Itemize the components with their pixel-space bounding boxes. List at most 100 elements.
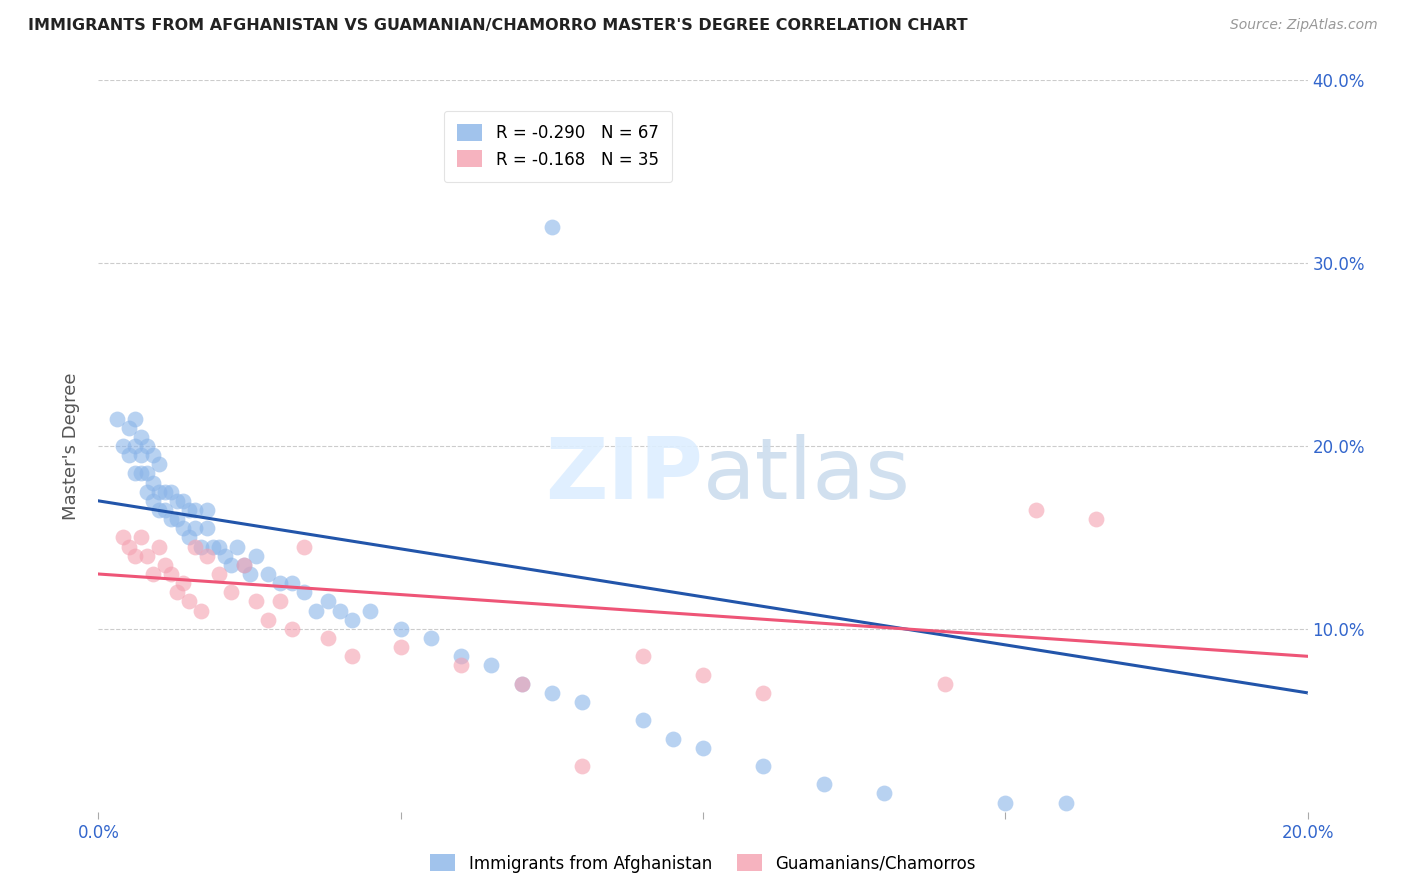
Point [129,430,152,444]
Point [142,494,165,508]
Point [184,540,207,554]
Point [226,540,249,554]
Text: ZIP: ZIP [546,434,703,516]
Point [292,585,315,599]
Point [245,594,267,608]
Point [129,448,152,462]
Point [450,658,472,673]
Point [540,219,562,234]
Point [389,640,412,655]
Point [208,540,231,554]
Point [160,512,183,526]
Point [195,521,218,535]
Point [934,676,956,690]
Point [160,484,183,499]
Point [221,585,243,599]
Point [269,576,291,591]
Point [111,439,134,453]
Point [135,484,157,499]
Point [195,503,218,517]
Point [195,549,218,563]
Point [420,631,443,645]
Point [752,686,775,700]
Point [316,631,339,645]
Y-axis label: Master's Degree: Master's Degree [62,372,80,520]
Point [105,411,128,425]
Point [111,530,134,544]
Point [281,576,304,591]
Point [179,503,201,517]
Point [148,540,170,554]
Point [153,558,176,572]
Point [239,567,262,582]
Point [153,484,176,499]
Point [202,540,225,554]
Point [752,759,775,773]
Point [221,558,243,572]
Point [148,457,170,471]
Point [118,540,141,554]
Point [481,658,503,673]
Point [269,594,291,608]
Point [329,603,352,617]
Point [342,649,364,664]
Point [692,667,714,681]
Text: Source: ZipAtlas.com: Source: ZipAtlas.com [1230,18,1378,32]
Point [994,796,1017,810]
Point [450,649,472,664]
Point [190,603,212,617]
Text: IMMIGRANTS FROM AFGHANISTAN VS GUAMANIAN/CHAMORRO MASTER'S DEGREE CORRELATION CH: IMMIGRANTS FROM AFGHANISTAN VS GUAMANIAN… [28,18,967,33]
Point [571,759,593,773]
Point [118,448,141,462]
Point [281,622,304,636]
Point [208,567,231,582]
Point [1085,512,1108,526]
Point [172,576,194,591]
Point [692,740,714,755]
Point [661,731,683,746]
Point [256,567,278,582]
Point [190,540,212,554]
Point [142,567,165,582]
Legend: Immigrants from Afghanistan, Guamanians/Chamorros: Immigrants from Afghanistan, Guamanians/… [423,847,983,880]
Point [510,676,533,690]
Point [184,503,207,517]
Point [129,467,152,481]
Point [389,622,412,636]
Point [540,686,562,700]
Point [153,503,176,517]
Point [160,567,183,582]
Point [142,448,165,462]
Point [148,503,170,517]
Point [124,439,146,453]
Point [631,714,654,728]
Point [631,649,654,664]
Point [124,411,146,425]
Text: atlas: atlas [703,434,911,516]
Point [184,521,207,535]
Point [148,484,170,499]
Point [232,558,254,572]
Point [166,512,188,526]
Point [1024,503,1046,517]
Point [360,603,382,617]
Point [129,530,152,544]
Point [135,439,157,453]
Point [142,475,165,490]
Point [245,549,267,563]
Point [166,494,188,508]
Point [172,494,194,508]
Point [135,467,157,481]
Point [124,549,146,563]
Point [135,549,157,563]
Point [510,676,533,690]
Legend: R = -0.290   N = 67, R = -0.168   N = 35: R = -0.290 N = 67, R = -0.168 N = 35 [444,111,672,182]
Point [571,695,593,709]
Point [342,613,364,627]
Point [873,787,896,801]
Point [305,603,328,617]
Point [179,530,201,544]
Point [256,613,278,627]
Point [316,594,339,608]
Point [124,467,146,481]
